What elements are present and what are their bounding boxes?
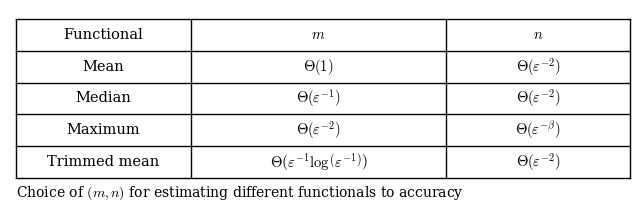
Text: $\Theta(\varepsilon^{-2})$: $\Theta(\varepsilon^{-2})$: [296, 119, 341, 141]
Text: $\Theta(\varepsilon^{-2})$: $\Theta(\varepsilon^{-2})$: [516, 88, 561, 109]
Text: Maximum: Maximum: [67, 123, 140, 137]
Text: $\Theta(\varepsilon^{-1})$: $\Theta(\varepsilon^{-1})$: [296, 88, 341, 109]
Text: $\Theta(\varepsilon^{-2})$: $\Theta(\varepsilon^{-2})$: [516, 56, 561, 78]
Text: $\Theta(\varepsilon^{-2})$: $\Theta(\varepsilon^{-2})$: [516, 151, 561, 173]
Text: Functional: Functional: [63, 28, 143, 42]
Text: $n$: $n$: [533, 28, 543, 42]
Text: $m$: $m$: [312, 28, 326, 42]
Text: $\Theta(\varepsilon^{-\beta})$: $\Theta(\varepsilon^{-\beta})$: [515, 119, 561, 141]
Text: Choice of $(m, n)$ for estimating different functionals to accuracy: Choice of $(m, n)$ for estimating differ…: [16, 184, 464, 202]
Text: Median: Median: [76, 91, 131, 106]
Text: $\Theta\left(\varepsilon^{-1}\log\left(\varepsilon^{-1}\right)\right)$: $\Theta\left(\varepsilon^{-1}\log\left(\…: [270, 151, 367, 172]
Text: Mean: Mean: [83, 60, 124, 74]
Text: Trimmed mean: Trimmed mean: [47, 155, 159, 169]
Text: $\Theta(1)$: $\Theta(1)$: [303, 57, 334, 77]
